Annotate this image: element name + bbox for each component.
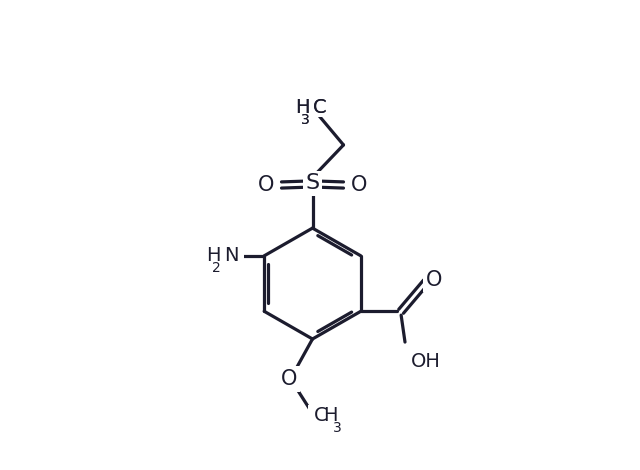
FancyBboxPatch shape xyxy=(289,97,323,117)
Text: N: N xyxy=(224,246,238,266)
Text: C: C xyxy=(314,407,328,425)
FancyBboxPatch shape xyxy=(308,405,345,427)
Text: 3: 3 xyxy=(333,422,341,435)
Text: O: O xyxy=(258,175,274,195)
Text: H: H xyxy=(295,99,309,118)
Text: H: H xyxy=(206,246,221,266)
Text: H: H xyxy=(323,407,338,425)
Text: H: H xyxy=(295,99,309,118)
Text: O: O xyxy=(351,175,367,195)
Text: C: C xyxy=(312,99,326,118)
Text: O: O xyxy=(281,369,298,389)
Text: OH: OH xyxy=(411,352,441,371)
Text: 3: 3 xyxy=(301,113,309,126)
FancyBboxPatch shape xyxy=(204,245,244,265)
Text: O: O xyxy=(426,270,442,290)
Text: 3: 3 xyxy=(301,113,309,127)
Text: C: C xyxy=(312,99,326,118)
Text: S: S xyxy=(305,173,319,194)
Text: 2: 2 xyxy=(212,261,221,275)
